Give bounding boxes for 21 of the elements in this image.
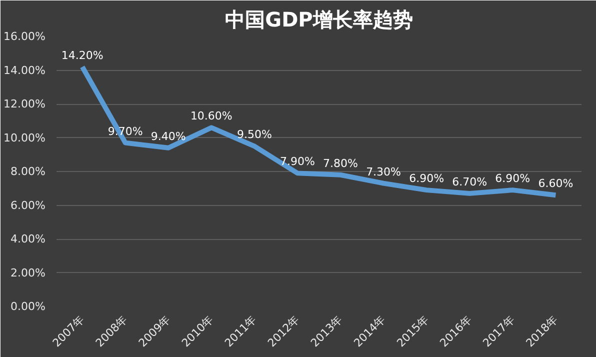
data-label: 6.90% bbox=[409, 172, 444, 186]
data-label: 10.60% bbox=[190, 110, 232, 123]
data-label: 7.80% bbox=[323, 156, 358, 170]
y-tick-label: 6.00% bbox=[10, 198, 46, 212]
data-label: 7.30% bbox=[366, 165, 402, 178]
data-label: 14.20% bbox=[61, 48, 104, 62]
chart-title: 中国GDP增长率趋势 bbox=[225, 8, 413, 32]
y-tick-label: 12.00% bbox=[4, 98, 46, 110]
data-label: 9.50% bbox=[236, 128, 272, 142]
y-tick-label: 4.00% bbox=[10, 232, 46, 246]
y-tick-label: 8.00% bbox=[10, 165, 46, 178]
y-tick-label: 0.00% bbox=[10, 300, 46, 313]
y-tick-label: 14.00% bbox=[4, 64, 46, 77]
data-label: 6.90% bbox=[495, 172, 530, 186]
data-label: 6.70% bbox=[452, 175, 488, 188]
y-tick-label: 10.00% bbox=[4, 131, 46, 144]
data-label: 7.90% bbox=[280, 155, 315, 168]
data-label: 9.40% bbox=[150, 130, 186, 143]
y-tick-label: 16.00% bbox=[4, 30, 46, 43]
data-label: 6.60% bbox=[538, 177, 574, 190]
y-tick-label: 2.00% bbox=[10, 266, 46, 280]
